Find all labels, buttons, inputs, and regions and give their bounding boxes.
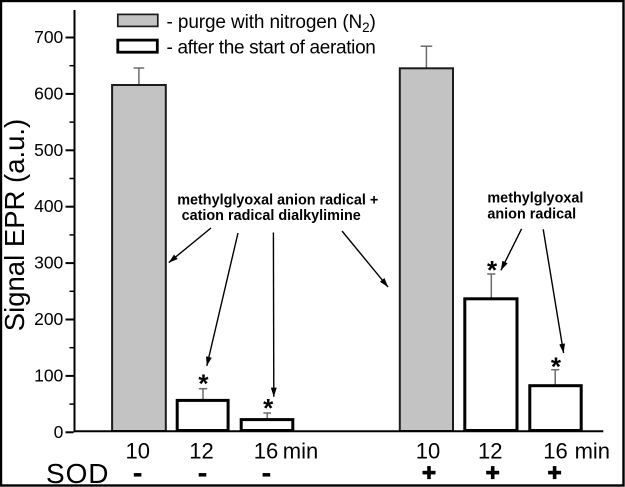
svg-text:16: 16 (254, 438, 278, 463)
svg-text:10: 10 (416, 438, 440, 463)
svg-text:SOD: SOD (46, 458, 109, 487)
svg-text:- after the start of aeration: - after the start of aeration (167, 38, 376, 59)
svg-text:cation radical dialkylimine: cation radical dialkylimine (182, 208, 361, 224)
svg-text:300: 300 (34, 253, 63, 273)
svg-text:700: 700 (34, 27, 63, 47)
svg-text:anion radical: anion radical (487, 206, 576, 222)
svg-text:Signal EPR (a.u.): Signal EPR (a.u.) (0, 119, 30, 331)
svg-text:12: 12 (189, 438, 213, 463)
svg-text:16: 16 (543, 438, 567, 463)
svg-text:10: 10 (126, 438, 150, 463)
svg-text:12: 12 (478, 438, 502, 463)
svg-text:*: * (551, 351, 562, 381)
svg-text:100: 100 (34, 365, 63, 385)
svg-text:0: 0 (54, 422, 64, 442)
svg-text:min: min (575, 438, 610, 463)
svg-text:200: 200 (34, 309, 63, 329)
svg-text:methylglyoxal anion radical +: methylglyoxal anion radical + (177, 192, 378, 208)
svg-text:*: * (487, 255, 498, 285)
svg-text:500: 500 (34, 140, 63, 160)
svg-text:min: min (283, 438, 318, 463)
svg-text:400: 400 (34, 196, 63, 216)
svg-text:*: * (263, 393, 274, 423)
svg-text:- purge with nitrogen (N2): - purge with nitrogen (N2) (167, 12, 376, 35)
svg-text:*: * (198, 369, 209, 399)
svg-text:methylglyoxal: methylglyoxal (487, 190, 583, 206)
svg-text:600: 600 (34, 83, 63, 103)
